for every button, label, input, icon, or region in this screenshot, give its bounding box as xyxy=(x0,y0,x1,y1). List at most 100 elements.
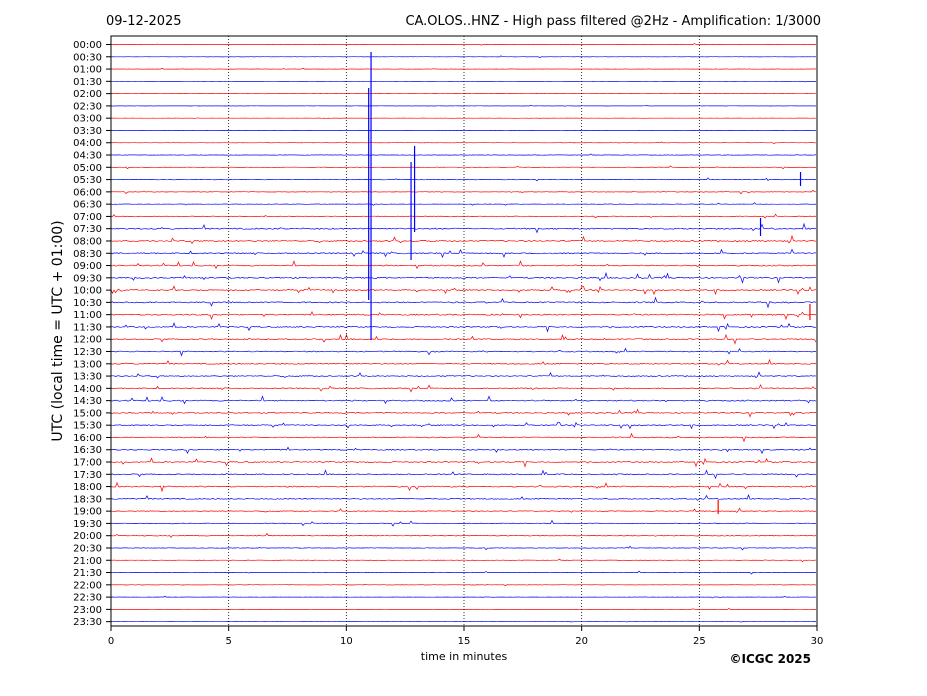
row-label: 14:00 xyxy=(73,384,102,395)
row-label: 02:30 xyxy=(73,101,102,112)
trace-0430 xyxy=(110,153,816,156)
x-tick-label: 10 xyxy=(340,636,353,647)
row-label: 09:00 xyxy=(73,261,102,272)
trace-1800 xyxy=(110,481,817,493)
trace-0900 xyxy=(110,260,817,270)
row-label: 10:30 xyxy=(73,298,102,309)
row-label: 16:00 xyxy=(73,433,102,444)
row-label: 21:30 xyxy=(73,568,102,579)
trace-0500 xyxy=(110,165,817,170)
row-label: 21:00 xyxy=(73,556,102,567)
trace-1330 xyxy=(110,371,817,379)
trace-0730 xyxy=(110,222,817,234)
trace-0830 xyxy=(110,248,817,259)
row-label: 03:00 xyxy=(73,114,102,125)
row-label: 20:00 xyxy=(73,531,102,542)
row-label: 11:30 xyxy=(73,322,102,333)
trace-1630 xyxy=(110,446,817,455)
x-tick-label: 15 xyxy=(458,636,471,647)
row-label: 08:00 xyxy=(73,236,102,247)
row-label: 10:00 xyxy=(73,286,102,297)
row-label: 20:30 xyxy=(73,543,102,554)
row-label: 00:30 xyxy=(73,52,102,63)
trace-0300 xyxy=(110,117,816,119)
plot-frame xyxy=(110,35,818,627)
row-label: 15:30 xyxy=(73,421,102,432)
trace-0400 xyxy=(110,141,816,145)
trace-1300 xyxy=(110,358,817,366)
row-label: 12:30 xyxy=(73,347,102,358)
trace-1400 xyxy=(110,384,816,393)
trace-0030 xyxy=(110,55,817,58)
trace-2030 xyxy=(110,545,817,551)
date-label: 09-12-2025 xyxy=(106,14,182,29)
row-label: 06:00 xyxy=(73,187,102,198)
row-label: 03:30 xyxy=(73,126,102,137)
trace-1130 xyxy=(110,322,817,333)
row-label: 18:00 xyxy=(73,482,102,493)
row-label: 19:00 xyxy=(73,507,102,518)
trace-layer xyxy=(106,43,817,623)
trace-2300 xyxy=(110,607,817,610)
trace-0600 xyxy=(110,189,817,195)
trace-2000 xyxy=(110,532,817,538)
row-label: 16:30 xyxy=(73,445,102,456)
trace-0230 xyxy=(110,104,817,107)
trace-0530 xyxy=(110,177,817,182)
trace-2330 xyxy=(110,621,816,623)
row-label: 22:00 xyxy=(73,580,102,591)
trace-1230 xyxy=(110,347,817,357)
row-label: 02:00 xyxy=(73,89,102,100)
row-label: 09:30 xyxy=(73,273,102,284)
x-axis-label: time in minutes xyxy=(421,650,508,663)
row-label: 05:30 xyxy=(73,175,102,186)
row-label: 07:00 xyxy=(73,212,102,223)
x-tick-label: 30 xyxy=(811,636,824,647)
trace-0130 xyxy=(111,80,816,83)
trace-0800 xyxy=(110,234,817,245)
trace-1500 xyxy=(110,408,817,418)
trace-0700 xyxy=(110,213,817,219)
row-label: 23:00 xyxy=(73,605,102,616)
row-label: 05:00 xyxy=(73,163,102,174)
row-label: 17:00 xyxy=(73,458,102,469)
trace-1430 xyxy=(110,395,817,405)
row-label: 18:30 xyxy=(73,494,102,505)
copyright-label: ©ICGC 2025 xyxy=(729,652,811,666)
trace-1830 xyxy=(110,493,817,501)
x-tick-label: 5 xyxy=(225,636,231,647)
trace-1730 xyxy=(110,469,817,480)
trace-1100 xyxy=(110,310,817,321)
row-label: 19:30 xyxy=(73,519,102,530)
row-label: 23:30 xyxy=(73,617,102,628)
row-label: 17:30 xyxy=(73,470,102,481)
chart-title: CA.OLOS..HNZ - High pass filtered @2Hz -… xyxy=(405,14,821,29)
row-label: 22:30 xyxy=(73,593,102,604)
row-label: 01:30 xyxy=(73,77,102,88)
trace-1900 xyxy=(110,507,817,513)
row-label: 01:00 xyxy=(73,65,102,76)
row-label: 12:00 xyxy=(73,335,102,346)
trace-0000 xyxy=(111,43,816,46)
trace-1600 xyxy=(110,432,817,443)
row-label: 14:30 xyxy=(73,396,102,407)
trace-0930 xyxy=(110,271,816,284)
trace-0630 xyxy=(110,202,817,206)
row-label: 11:00 xyxy=(73,310,102,321)
grid-lines xyxy=(228,36,700,626)
x-tick-label: 0 xyxy=(108,636,114,647)
row-label: 00:00 xyxy=(73,40,102,51)
row-label: 08:30 xyxy=(73,249,102,260)
trace-1530 xyxy=(110,421,817,430)
row-label: 13:00 xyxy=(73,359,102,370)
trace-2200 xyxy=(111,583,817,587)
trace-1000 xyxy=(110,285,817,296)
x-tick-label: 20 xyxy=(575,636,588,647)
trace-1200 xyxy=(110,333,817,345)
trace-1030 xyxy=(110,296,817,309)
row-label: 04:30 xyxy=(73,151,102,162)
row-label: 04:00 xyxy=(73,138,102,149)
y-axis-label: UTC (local time = UTC + 01:00) xyxy=(50,220,66,441)
